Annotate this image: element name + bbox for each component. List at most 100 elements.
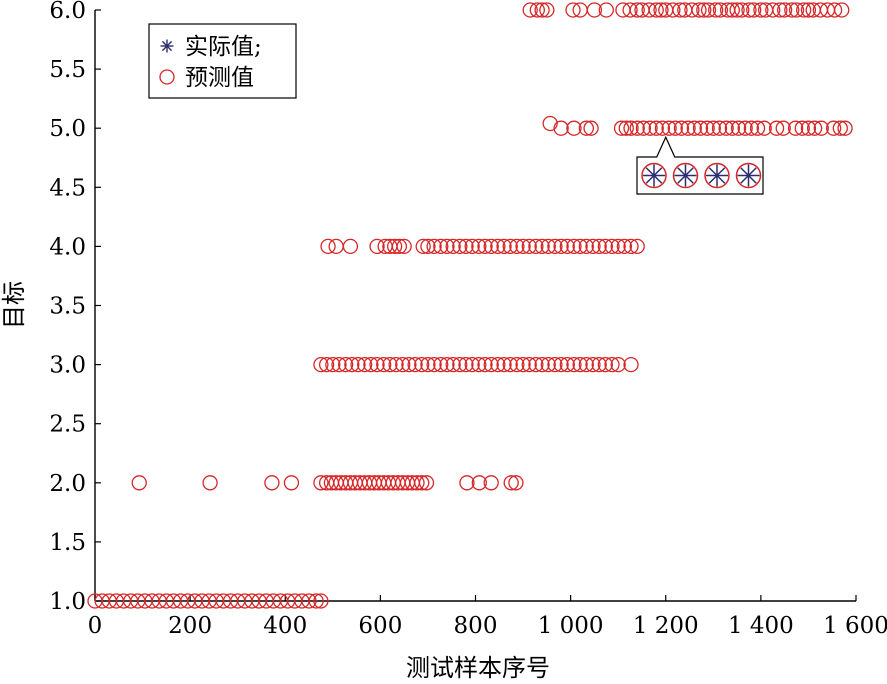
- callout-circle: [672, 162, 699, 189]
- legend: 实际值; 预测值: [148, 23, 297, 99]
- data-point: [629, 120, 645, 136]
- data-point: [344, 356, 360, 373]
- data-point: [691, 2, 707, 18]
- data-point: [700, 2, 717, 18]
- data-point: [800, 120, 817, 136]
- data-point: [308, 593, 324, 609]
- callout-frame: [636, 135, 764, 195]
- data-point: [363, 356, 379, 373]
- data-point: [382, 356, 398, 373]
- data-point: [661, 120, 677, 136]
- data-point: [325, 356, 341, 373]
- data-point: [784, 2, 800, 18]
- data-point: [806, 120, 823, 136]
- data-point: [794, 120, 810, 136]
- y-tick-label: 4.5: [49, 175, 86, 201]
- data-point: [547, 238, 563, 255]
- data-point: [591, 238, 607, 255]
- data-point: [496, 356, 512, 373]
- data-point: [496, 238, 512, 255]
- data-point: [743, 120, 760, 136]
- data-point: [471, 475, 487, 491]
- data-point: [623, 356, 639, 373]
- data-point: [629, 238, 645, 255]
- data-point: [369, 238, 385, 255]
- data-point: [433, 356, 449, 373]
- data-point: [509, 356, 525, 373]
- asterisk-stroke: [740, 167, 757, 184]
- data-point: [328, 238, 344, 255]
- data-point: [586, 2, 603, 18]
- tick-marks: [94, 9, 857, 602]
- data-point: [648, 120, 664, 136]
- data-point: [604, 356, 620, 373]
- data-point: [439, 238, 455, 255]
- data-point: [483, 356, 499, 373]
- data-point: [415, 238, 431, 255]
- y-tick-label: 5.5: [49, 57, 86, 83]
- data-point: [623, 238, 639, 255]
- data-point: [386, 238, 403, 255]
- data-point: [837, 120, 853, 136]
- data-point: [376, 356, 392, 373]
- data-point: [464, 238, 480, 255]
- data-point: [283, 475, 300, 491]
- data-point: [409, 475, 425, 491]
- data-point: [471, 238, 487, 255]
- data-point: [665, 2, 681, 18]
- data-point: [718, 120, 734, 136]
- data-point: [572, 238, 588, 255]
- data-point: [613, 120, 630, 136]
- callout-asterisk: [706, 164, 728, 187]
- data-point: [338, 356, 354, 373]
- data-point: [753, 2, 769, 18]
- callout-asterisk: [674, 164, 697, 187]
- data-point: [686, 120, 702, 136]
- data-point: [433, 238, 449, 255]
- x-tick-label: 800: [454, 613, 498, 639]
- y-tick-label: 4.0: [49, 234, 86, 260]
- data-point: [724, 2, 740, 18]
- data-point: [610, 356, 626, 373]
- data-point: [414, 475, 430, 491]
- data-point: [426, 238, 442, 255]
- data-point: [350, 356, 366, 373]
- data-point: [635, 120, 652, 136]
- data-point: [705, 120, 721, 136]
- data-point: [787, 120, 804, 136]
- data-point: [653, 2, 669, 18]
- y-tick-label: 2.5: [49, 412, 86, 438]
- x-tick-label: 1 200: [633, 613, 699, 639]
- circle-marker: [159, 69, 175, 85]
- data-point: [464, 356, 480, 373]
- x-tick-label: 1 000: [538, 613, 604, 639]
- y-tick-label: 5.0: [49, 116, 86, 142]
- data-point: [730, 120, 747, 136]
- legend-label-actual: 实际值;: [185, 34, 262, 60]
- data-point: [648, 2, 664, 18]
- data-point: [420, 238, 436, 255]
- x-tick-label: 1 400: [728, 613, 794, 639]
- data-point: [542, 115, 558, 132]
- data-point: [357, 356, 373, 373]
- data-point: [477, 356, 493, 373]
- data-point: [672, 2, 688, 18]
- data-point: [591, 356, 607, 373]
- data-point: [515, 356, 531, 373]
- data-point: [756, 120, 772, 136]
- data-point: [528, 356, 544, 373]
- data-point: [585, 356, 601, 373]
- data-point: [445, 356, 461, 373]
- data-point: [585, 238, 601, 255]
- data-point: [741, 2, 757, 18]
- data-point: [483, 475, 499, 491]
- callout-circle: [704, 162, 730, 189]
- data-point: [583, 120, 599, 136]
- data-point: [825, 120, 842, 136]
- data-point: [414, 356, 430, 373]
- x-tick-label: 200: [168, 613, 212, 639]
- data-point: [598, 2, 614, 18]
- data-point: [458, 356, 474, 373]
- data-point: [566, 120, 582, 136]
- data-point: [696, 2, 712, 18]
